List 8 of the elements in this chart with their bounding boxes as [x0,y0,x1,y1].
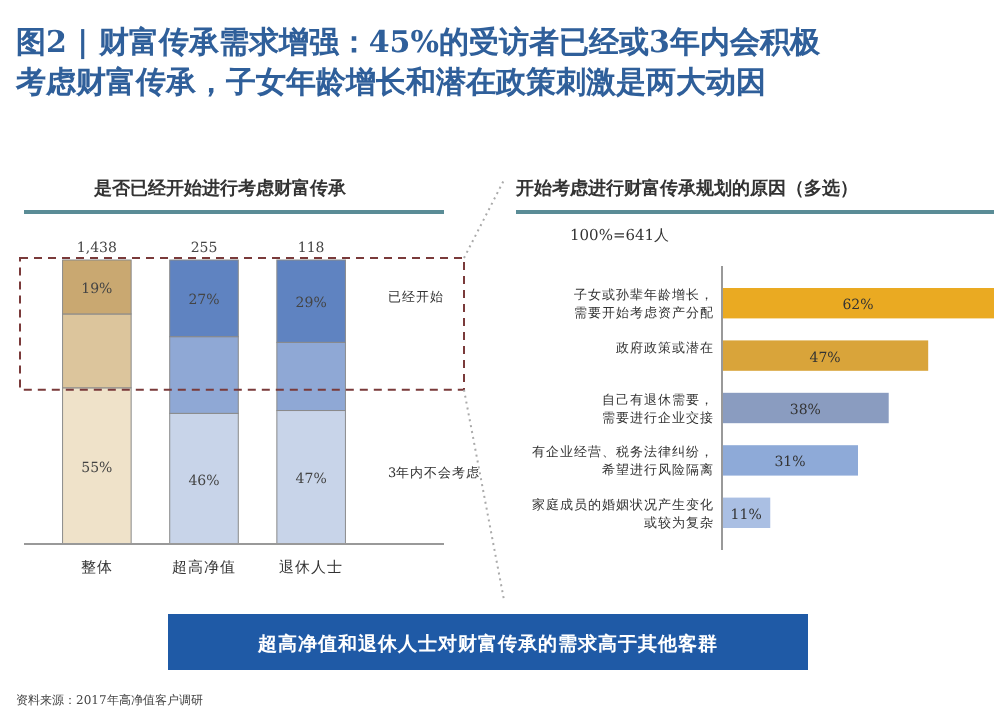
chart-title: 图2 | 财富传承需求增强：45%的受访者已经或3年内会积极考虑财富传承，子女年龄增长和潜在政策刺激是两大动因 [14,24,822,100]
bar [722,392,889,424]
text: 超高净值和退休人士对财富传承的需求高于其他客群 [256,632,718,656]
bar [722,340,929,371]
bar [722,445,858,476]
chart-subtitle: 是否已经开始进行考虑财富传承 [92,178,348,200]
bar [722,288,994,319]
chart-title: 开始考虑进行财富传承规划的原因（多选） [514,178,858,200]
